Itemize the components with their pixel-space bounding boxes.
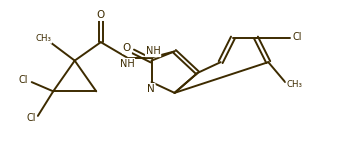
Text: CH₃: CH₃ [286, 80, 303, 89]
Text: CH₃: CH₃ [35, 34, 51, 43]
Text: NH: NH [120, 59, 134, 69]
Text: N: N [147, 84, 155, 94]
Text: O: O [123, 43, 131, 53]
Text: Cl: Cl [19, 75, 28, 85]
Text: O: O [97, 10, 105, 20]
Text: NH: NH [146, 46, 161, 56]
Text: Cl: Cl [293, 32, 302, 42]
Text: Cl: Cl [26, 113, 36, 123]
